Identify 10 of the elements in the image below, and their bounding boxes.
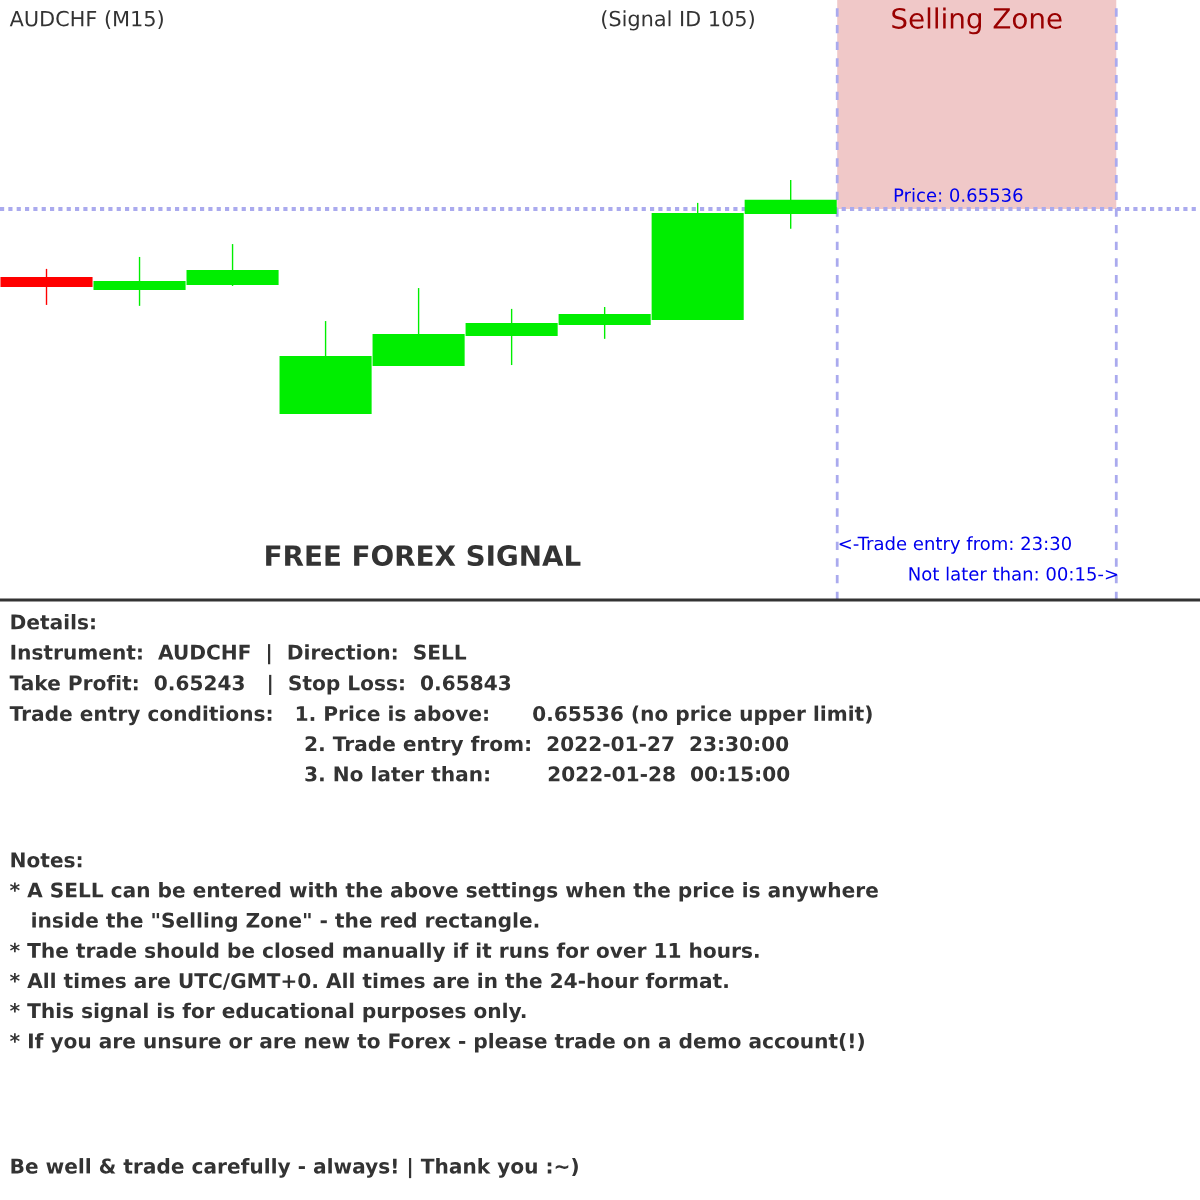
chart-title: AUDCHF (M15) [9,10,163,29]
text: Details: Instrument: AUDCHF | Direction: SELL Take Profit: 0.65243 | Stop Loss: 0.65843 Trade entry conditions: 1. Price is above: 0.65536 (no price upper limit) 2. Trade entry from: 2022-01-27 23:30:00 3. No later than: 2022-01-28 00:15:00 [9,614,872,782]
text: Price: 0.65536 [894,187,1023,202]
text: Be well & trade carefully - always! | Thank you :~) [11,1158,578,1179]
text: FREE FOREX SIGNAL [266,545,581,567]
text: <-Trade entry from: 23:30 [839,536,1071,554]
text: Notes: * A SELL can be entered with the above settings when the price is anywhere inside the "Selling Zone" - the red rectangle. * The trade should be closed manually if it runs for over 11 hours. * All times are UTC/GMT+0. All times are in the 24-hour format. * This signal is for educational purposes only. * If you are unsure or are new to Forex - please trade on a demo account(!) [10,852,878,1053]
chart-subtitle: (Signal ID 105) [602,10,754,31]
text: Not later than: 00:15-> [909,566,1118,581]
text: Selling Zone [892,7,1062,35]
